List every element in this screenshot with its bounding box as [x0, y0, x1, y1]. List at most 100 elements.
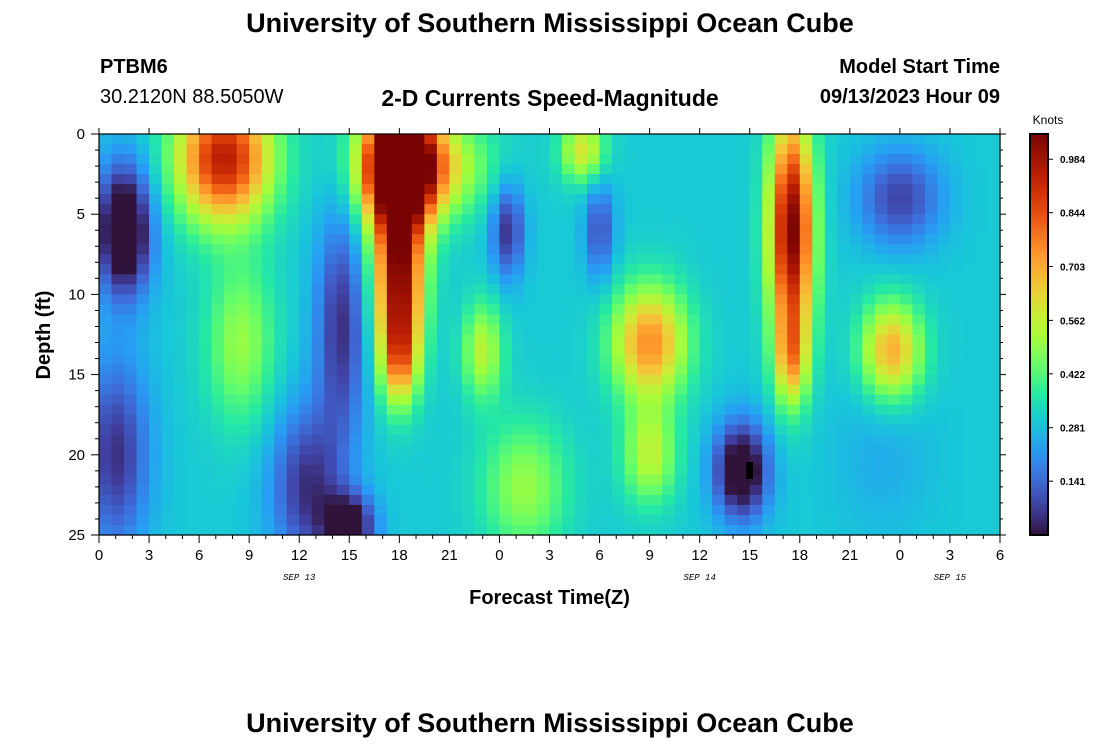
heatmap-cell — [874, 394, 888, 406]
heatmap-cell — [649, 174, 663, 185]
heatmap-cell — [874, 174, 888, 185]
heatmap-cell — [199, 434, 213, 446]
heatmap-cell — [224, 374, 238, 386]
heatmap-cell — [261, 264, 275, 275]
heatmap-cell — [637, 224, 651, 235]
heatmap-cell — [299, 154, 313, 165]
heatmap-cell — [724, 264, 738, 275]
heatmap-cell — [286, 494, 300, 506]
heatmap-cell — [549, 284, 563, 295]
heatmap-cell — [862, 284, 876, 295]
heatmap-cell — [637, 404, 651, 416]
heatmap-cell — [949, 384, 964, 396]
heatmap-cell — [937, 264, 951, 275]
heatmap-cell — [249, 454, 263, 466]
heatmap-cell — [737, 264, 751, 275]
heatmap-cell — [124, 244, 138, 255]
heatmap-cell — [124, 374, 138, 386]
heatmap-cell — [174, 464, 188, 476]
heatmap-cell — [511, 344, 526, 356]
x-tick-label: 6 — [195, 547, 203, 564]
heatmap-cell — [349, 354, 363, 366]
heatmap-cell — [724, 294, 738, 306]
heatmap-cell — [912, 154, 926, 165]
heatmap-cell — [737, 354, 751, 366]
heatmap-cell — [762, 184, 776, 195]
heatmap-cell — [637, 354, 651, 366]
heatmap-cell — [912, 484, 926, 496]
model-start-time: 09/13/2023 Hour 09 — [819, 86, 1000, 108]
heatmap-cell — [411, 334, 425, 346]
heatmap-cell — [99, 504, 113, 516]
heatmap-cell — [587, 414, 601, 426]
heatmap-cell — [687, 174, 701, 185]
heatmap-cell — [411, 284, 425, 295]
heatmap-cell — [311, 154, 325, 165]
heatmap-cell — [261, 154, 275, 165]
heatmap-cell — [149, 304, 163, 316]
heatmap-cell — [912, 464, 926, 476]
heatmap-cell — [812, 354, 826, 366]
heatmap-cell — [299, 144, 313, 155]
heatmap-cell — [687, 234, 701, 245]
heatmap-cell — [224, 214, 238, 225]
heatmap-cell — [249, 154, 263, 165]
heatmap-cell — [336, 254, 350, 265]
heatmap-cell — [874, 154, 888, 165]
heatmap-cell — [937, 464, 951, 476]
heatmap-cell — [824, 464, 838, 476]
heatmap-cell — [199, 304, 213, 316]
heatmap-cell — [199, 284, 213, 295]
heatmap-cell — [612, 214, 626, 225]
heatmap-cell — [574, 504, 588, 516]
heatmap-cell — [874, 254, 888, 265]
heatmap-cell — [449, 204, 463, 215]
heatmap-cell — [749, 404, 763, 416]
heatmap-cell — [949, 134, 964, 145]
heatmap-cell — [899, 204, 913, 215]
heatmap-cell — [699, 454, 713, 466]
heatmap-cell — [136, 274, 150, 285]
heatmap-cell — [311, 474, 325, 486]
heatmap-cell — [962, 384, 976, 396]
heatmap-cell — [274, 414, 288, 426]
heatmap-cell — [587, 134, 601, 145]
heatmap-cell — [361, 464, 375, 476]
heatmap-cell — [749, 164, 763, 175]
heatmap-cell — [374, 484, 388, 496]
heatmap-cell — [712, 134, 726, 145]
heatmap-cell — [949, 234, 964, 245]
heatmap-cell — [286, 464, 300, 476]
heatmap-cell — [236, 504, 250, 516]
heatmap-cell — [812, 444, 826, 456]
heatmap-cell — [524, 284, 538, 295]
heatmap-cell — [899, 184, 913, 195]
heatmap-cell — [962, 274, 976, 285]
heatmap-cell — [386, 304, 400, 316]
heatmap-cell — [962, 184, 976, 195]
heatmap-cell — [599, 484, 613, 496]
heatmap-cell — [649, 314, 663, 326]
heatmap-cell — [874, 354, 888, 366]
heatmap-cell — [399, 504, 413, 516]
heatmap-cell — [336, 134, 350, 145]
heatmap-cell — [249, 314, 263, 326]
heatmap-cell — [249, 174, 263, 185]
heatmap-cell — [912, 344, 926, 356]
heatmap-cell — [687, 484, 701, 496]
heatmap-cell — [874, 364, 888, 376]
heatmap-cell — [712, 494, 726, 506]
heatmap-cell — [186, 234, 200, 245]
heatmap-cell — [386, 204, 400, 215]
heatmap-cell — [762, 314, 776, 326]
chart-title: University of Southern Mississippi Ocean… — [246, 8, 854, 38]
heatmap-cell — [887, 204, 901, 215]
heatmap-cell — [637, 444, 651, 456]
heatmap-cell — [111, 184, 125, 195]
heatmap-cell — [124, 204, 138, 215]
heatmap-cell — [687, 404, 701, 416]
heatmap-cell — [587, 354, 601, 366]
heatmap-cell — [299, 384, 313, 396]
x-tick-label: 3 — [545, 547, 553, 564]
heatmap-cell — [374, 164, 388, 175]
